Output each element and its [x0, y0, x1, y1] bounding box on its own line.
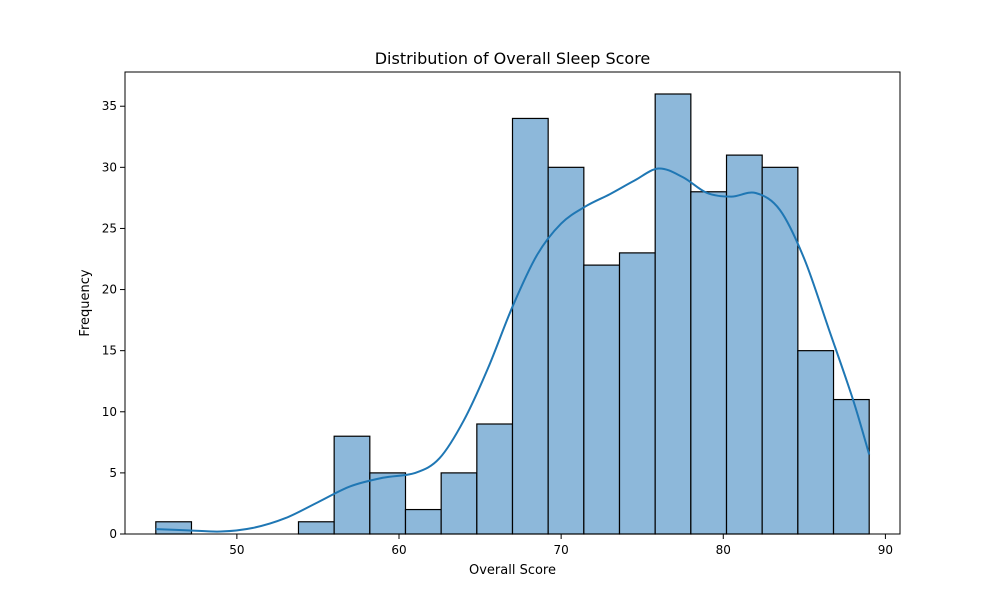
kde-line: [155, 167, 871, 533]
histogram-bar: [690, 191, 728, 535]
y-tick-label: 25: [102, 221, 117, 235]
histogram-bar: [547, 166, 585, 535]
histogram-bar: [369, 472, 407, 535]
y-axis-label: Frequency: [78, 269, 93, 336]
histogram-bar: [725, 154, 763, 535]
y-tick-label: 5: [109, 466, 117, 480]
chart-title: Distribution of Overall Sleep Score: [375, 49, 651, 68]
histogram-bar: [297, 521, 335, 535]
y-tick-label: 0: [109, 527, 117, 541]
x-tick-label: 70: [553, 543, 568, 557]
y-tick-label: 10: [102, 405, 117, 419]
y-tick-label: 35: [102, 99, 117, 113]
x-tick-label: 90: [878, 543, 893, 557]
histogram-bar: [832, 398, 870, 535]
histogram-bar: [440, 472, 478, 535]
histogram-bar: [618, 252, 656, 535]
bars-group: [155, 93, 870, 535]
x-tick-label: 80: [716, 543, 731, 557]
histogram-bar: [404, 508, 442, 535]
histogram-bar: [761, 166, 799, 535]
y-tick-label: 15: [102, 344, 117, 358]
histogram-bar: [654, 93, 692, 535]
histogram-bar: [476, 423, 514, 535]
x-tick-label: 60: [391, 543, 406, 557]
y-tick-label: 20: [102, 283, 117, 297]
histogram-bar: [583, 264, 621, 535]
y-axis: 0 5 10 15 20 25 30 35: [102, 99, 125, 541]
histogram-bar: [511, 117, 549, 535]
y-tick-label: 30: [102, 160, 117, 174]
x-tick-label: 50: [229, 543, 244, 557]
x-axis: 50 60 70 80 90: [229, 534, 893, 557]
x-axis-label: Overall Score: [469, 563, 556, 578]
histogram-bar: [797, 350, 835, 535]
histogram-bar: [155, 521, 193, 535]
plot-frame: [124, 71, 901, 535]
